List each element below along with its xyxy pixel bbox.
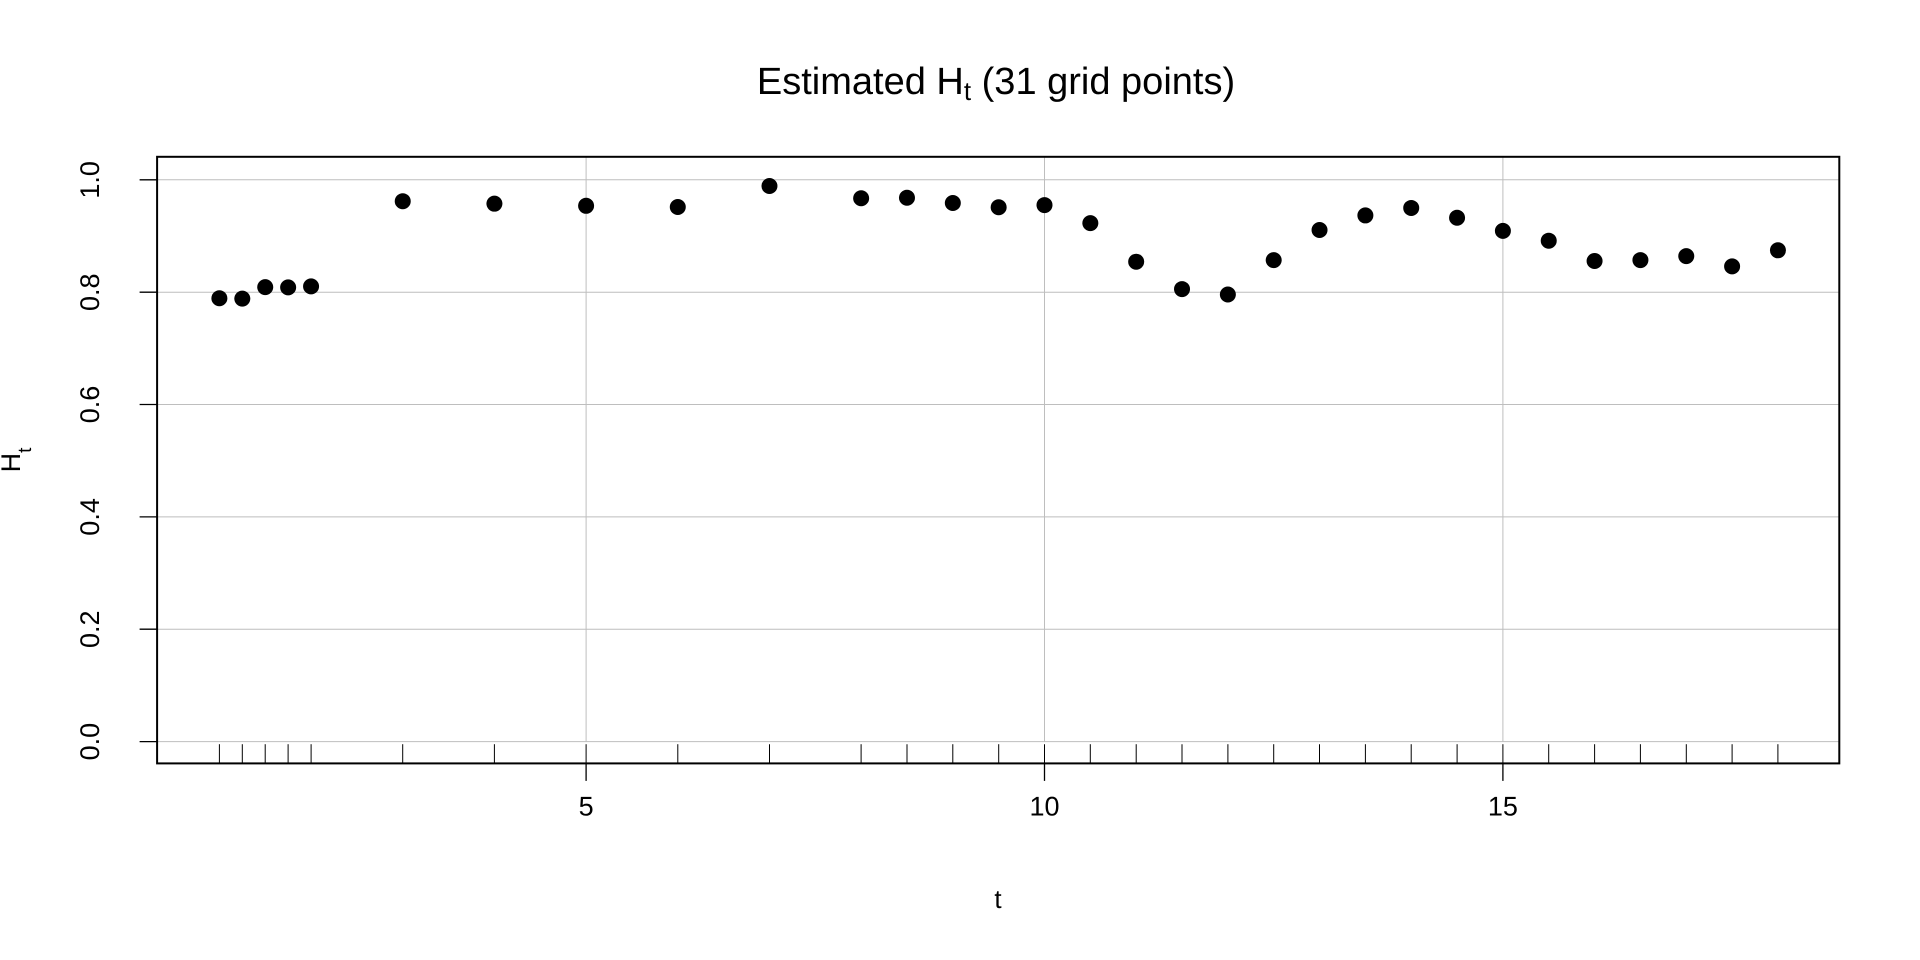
svg-text:1.0: 1.0 xyxy=(75,161,105,199)
svg-text:0.0: 0.0 xyxy=(75,723,105,761)
svg-text:15: 15 xyxy=(1488,791,1518,821)
svg-text:0.6: 0.6 xyxy=(75,386,105,424)
svg-text:t: t xyxy=(994,884,1002,914)
svg-text:0.4: 0.4 xyxy=(75,498,105,536)
svg-text:Estimated Ht (31 grid points): Estimated Ht (31 grid points) xyxy=(757,61,1235,106)
svg-text:10: 10 xyxy=(1029,791,1059,821)
svg-text:5: 5 xyxy=(579,791,594,821)
svg-text:0.2: 0.2 xyxy=(75,610,105,648)
svg-text:Ht: Ht xyxy=(0,447,36,473)
svg-text:0.8: 0.8 xyxy=(75,273,105,311)
